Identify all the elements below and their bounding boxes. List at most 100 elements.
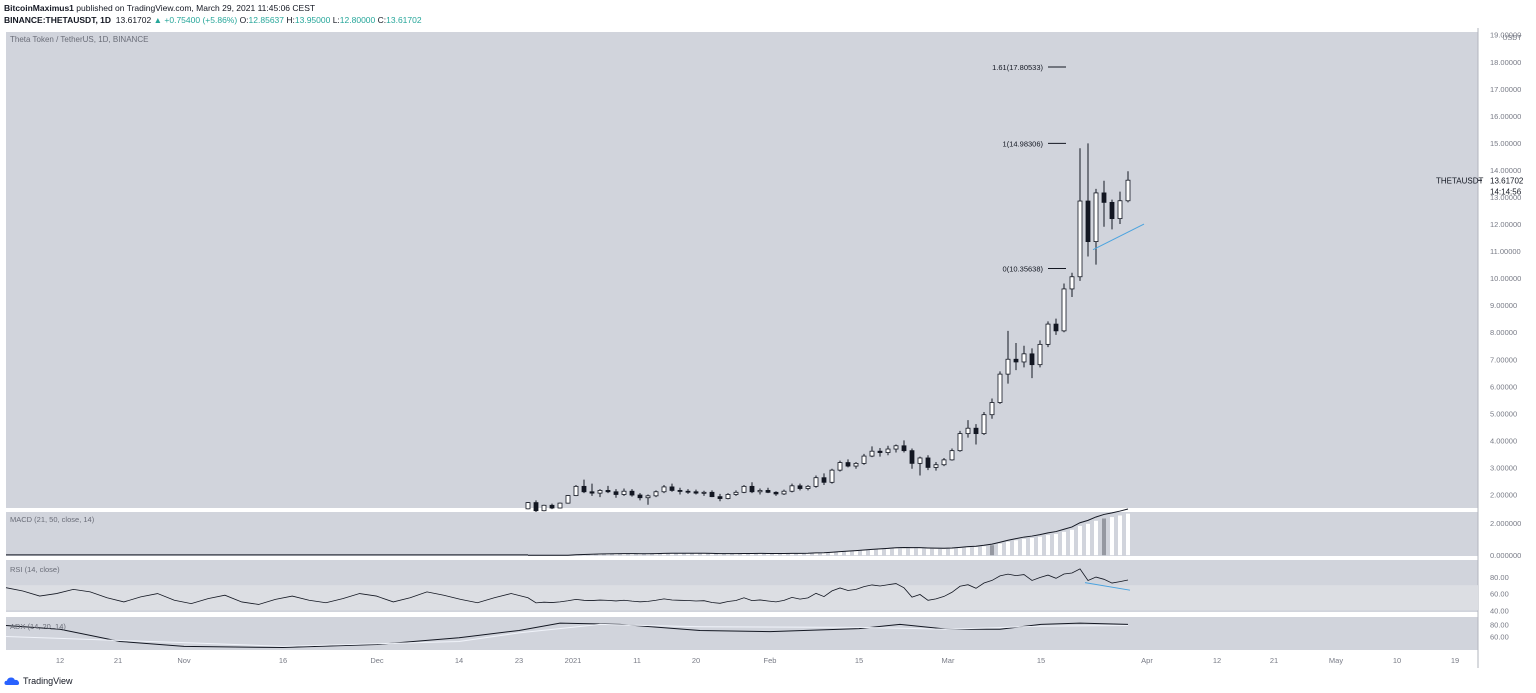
macd-histogram-bar [670, 553, 674, 556]
candle [941, 457, 947, 467]
candle-body [909, 450, 915, 464]
author-name[interactable]: BitcoinMaximus1 [4, 3, 74, 13]
macd-histogram-bar [1118, 515, 1122, 556]
time-tick-label: 16 [279, 656, 287, 665]
candle [741, 485, 747, 494]
macd-histogram-bar [614, 553, 618, 556]
candle-body [781, 490, 787, 495]
close-value: 13.61702 [386, 15, 422, 25]
adx-tick-label: 60.00 [1490, 633, 1509, 642]
adx-label: ADX (14, 20, 14) [10, 622, 66, 631]
macd-histogram-bar [630, 553, 634, 556]
fib-level-label: 1.61(17.80533) [992, 63, 1043, 72]
candle-body [1109, 201, 1115, 220]
candle-body [717, 496, 723, 499]
macd-histogram-bar [1038, 536, 1042, 556]
candle [1069, 272, 1075, 298]
macd-histogram-bar [1014, 540, 1018, 556]
candle [749, 482, 755, 494]
candle [837, 460, 843, 472]
rsi-tick-label: 40.00 [1490, 606, 1509, 615]
macd-tick-label: 2.000000 [1490, 519, 1521, 528]
macd-histogram-bar [1054, 533, 1058, 556]
time-tick-label: Apr [1141, 656, 1153, 665]
rsi-tick-label: 80.00 [1490, 573, 1509, 582]
candle [725, 493, 731, 500]
macd-histogram-bar [734, 553, 738, 556]
chart-header: BitcoinMaximus1 published on TradingView… [0, 0, 1536, 28]
candle [533, 500, 539, 513]
candle-body [797, 485, 803, 489]
price-change: +0.75400 (+5.86%) [164, 15, 238, 25]
candle-body [533, 502, 539, 512]
macd-histogram-bar [902, 548, 906, 556]
candle-body [925, 457, 931, 468]
price-tick-label: 9.00000 [1490, 301, 1517, 310]
low-label: L: [332, 15, 340, 25]
candle [997, 371, 1003, 404]
price-tick-label: 19.00000 [1490, 31, 1521, 40]
time-tick-label: 12 [1213, 656, 1221, 665]
support-trendline [1092, 223, 1145, 251]
candle-body [789, 485, 795, 492]
candle [949, 448, 955, 461]
candle [845, 459, 851, 468]
candle [1037, 340, 1043, 368]
candle-body [981, 414, 987, 435]
candle [693, 489, 699, 495]
candle [661, 485, 667, 494]
candle-body [685, 490, 691, 493]
chart-area[interactable]: 1.61(17.80533) 1(14.98306) 0(10.35638) 19.… [0, 28, 1536, 668]
symbol-interval[interactable]: BINANCE:THETAUSDT, 1D [4, 15, 112, 25]
macd-tick-label: 0.000000 [1490, 551, 1521, 560]
macd-histogram-bar [950, 548, 954, 556]
candle [1117, 191, 1123, 225]
candle-body [1061, 288, 1067, 332]
macd-histogram-bar [974, 547, 978, 556]
candle [685, 489, 691, 494]
candle [1045, 321, 1051, 348]
candle [853, 462, 859, 469]
macd-histogram-bar [702, 553, 706, 556]
macd-histogram-bar [654, 553, 658, 556]
candle-body [893, 445, 899, 450]
candle [629, 489, 635, 497]
candle-body [957, 433, 963, 452]
tradingview-logo[interactable]: TradingView [4, 676, 73, 686]
candle-body [1013, 358, 1019, 363]
high-label: H: [286, 15, 295, 25]
candle-body [997, 373, 1003, 403]
candle-body [669, 486, 675, 491]
time-tick-label: 21 [114, 656, 122, 665]
macd-histogram-bar [894, 548, 898, 556]
macd-histogram-bar [838, 551, 842, 556]
macd-histogram-bar [1086, 523, 1090, 556]
open-label: O: [239, 15, 249, 25]
candle [957, 430, 963, 452]
candle [573, 485, 579, 497]
candle-body [853, 462, 859, 467]
macd-histogram-bar [1006, 541, 1010, 556]
macd-histogram-bar [1094, 520, 1098, 556]
candle-body [1005, 358, 1011, 375]
candle-body [933, 464, 939, 468]
rsi-line [5, 568, 1129, 605]
candle-body [949, 450, 955, 461]
candle [789, 483, 795, 493]
candle-body [637, 494, 643, 499]
time-tick-label: 15 [855, 656, 863, 665]
macd-histogram-bar [998, 543, 1002, 556]
adx-tick-label: 80.00 [1490, 620, 1509, 629]
macd-histogram-bar [758, 553, 762, 556]
candle [581, 479, 587, 494]
macd-histogram-bar [766, 553, 770, 556]
time-tick-label: 23 [515, 656, 523, 665]
macd-histogram-bar [694, 553, 698, 556]
macd-histogram-bar [678, 553, 682, 556]
macd-histogram-bar [790, 553, 794, 556]
chart-canvas[interactable]: 1.61(17.80533) 1(14.98306) 0(10.35638) 19.… [0, 28, 1536, 668]
candle-body [813, 477, 819, 487]
macd-histogram-bar [862, 550, 866, 556]
candle [813, 475, 819, 488]
candle [797, 483, 803, 491]
